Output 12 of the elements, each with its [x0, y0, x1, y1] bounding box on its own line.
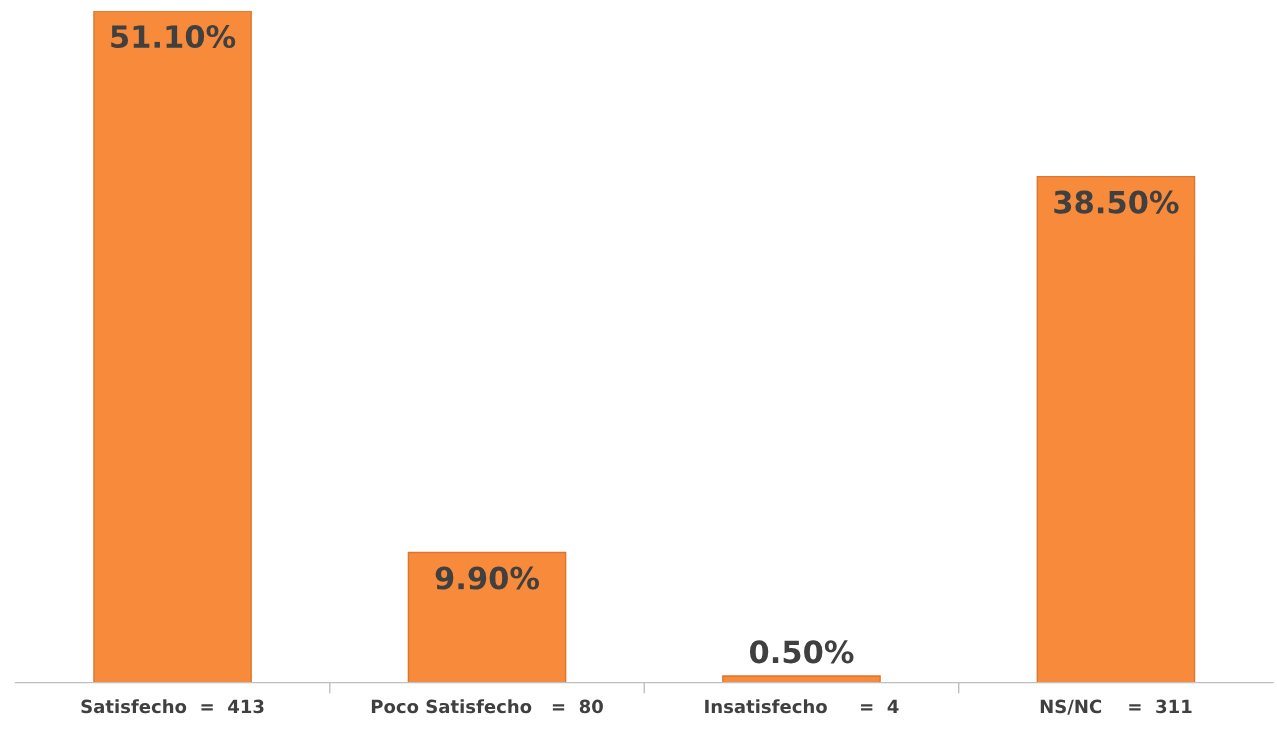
x-tick-label: Satisfecho = 413: [81, 699, 264, 714]
bar: [1036, 175, 1196, 683]
bar: [93, 11, 252, 683]
x-tick-label: NS/NC = 311: [1040, 699, 1192, 715]
data-label: 38.50%: [1054, 190, 1179, 214]
data-label: 51.10%: [111, 24, 236, 49]
bar: [722, 675, 881, 683]
x-tick-label: Poco Satisfecho = 80: [371, 699, 603, 714]
bar: [407, 551, 567, 683]
data-label: 0.50%: [749, 640, 854, 664]
data-label: 9.90%: [435, 566, 540, 590]
x-tick-label: Insatisfecho = 4: [705, 699, 899, 714]
